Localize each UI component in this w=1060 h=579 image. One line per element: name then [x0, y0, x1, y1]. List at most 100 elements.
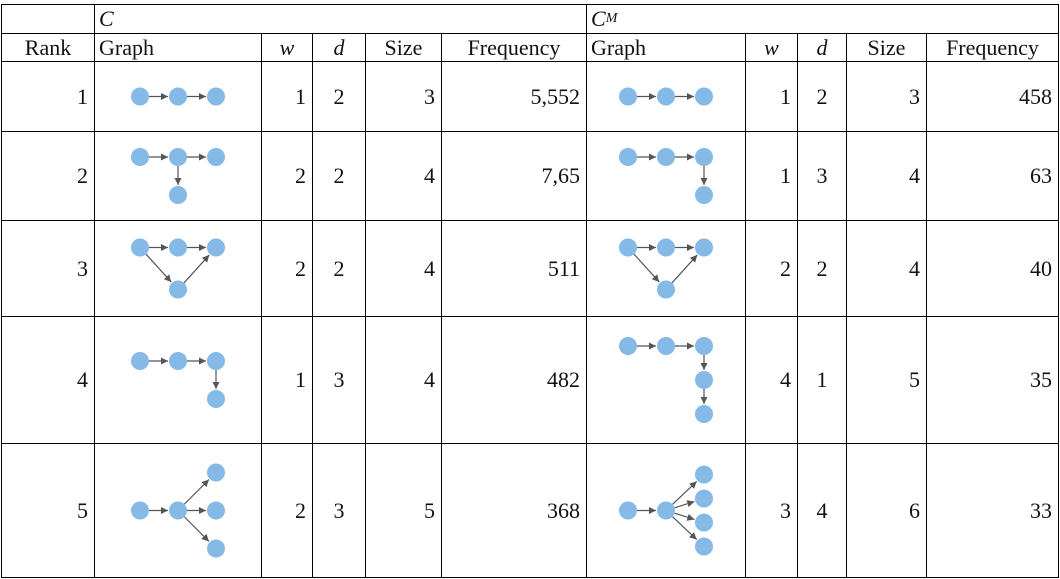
table-vrule: [745, 33, 746, 578]
graph-node: [619, 87, 637, 106]
row1-c-frequency: 5,552: [530, 83, 581, 109]
motif-graph: [619, 87, 713, 106]
header-c-size: Size: [384, 34, 423, 60]
row5-cm-d: 4: [816, 497, 828, 523]
graph-node: [695, 465, 713, 484]
graph-edge-arrow: [183, 254, 210, 284]
row1-cm-size: 3: [909, 83, 920, 109]
row3-cm-d: 2: [816, 255, 828, 281]
graph-node: [695, 238, 713, 257]
table-vrule: [94, 4, 95, 578]
row4-cm-graph-diagram: [587, 317, 745, 443]
row3-cm-frequency: 40: [1030, 255, 1052, 281]
row2-c-graph-diagram: [95, 132, 261, 220]
row3-rank: 3: [77, 255, 88, 281]
row3-cm-w: 2: [780, 255, 791, 281]
graph-node: [207, 352, 225, 370]
header-rank: Rank: [24, 34, 72, 60]
graph-node: [657, 148, 675, 166]
motif-graph: [131, 148, 225, 204]
row1-cm-frequency: 458: [1019, 83, 1052, 109]
graph-node: [131, 87, 149, 106]
motif-graph: [131, 463, 225, 558]
graph-node: [695, 537, 713, 556]
row2-rank: 2: [77, 163, 88, 188]
row4-c-d: 3: [333, 367, 345, 392]
graph-node: [207, 539, 225, 558]
table-vrule: [1058, 4, 1059, 578]
row2-c-frequency: 7,65: [541, 163, 581, 188]
graph-node: [169, 238, 187, 257]
row3-c-w: 2: [295, 255, 306, 281]
row5-c-d: 3: [333, 497, 345, 523]
group-header-c: C: [99, 6, 114, 31]
graph-node: [657, 337, 675, 355]
table-vrule: [586, 4, 587, 578]
table-vrule: [926, 33, 927, 578]
graph-node: [695, 186, 713, 204]
motif-graph: [619, 148, 713, 204]
row1-cm-graph-diagram: [587, 62, 745, 131]
table-vrule: [312, 33, 313, 578]
graph-edge-arrow: [145, 253, 172, 283]
table-vrule: [261, 33, 262, 578]
graph-node: [695, 87, 713, 106]
graph-node: [207, 148, 225, 166]
row4-c-frequency: 482: [547, 367, 580, 392]
graph-node: [695, 513, 713, 532]
graph-node: [169, 148, 187, 166]
motif-graph: [619, 238, 713, 299]
table-rule-row4: [1, 443, 1059, 444]
header-cm-d: d: [816, 34, 828, 60]
row4-c-graph-diagram: [95, 317, 261, 443]
table-rule-group: [1, 33, 1059, 34]
header-c-w: w: [279, 34, 295, 60]
row2-cm-frequency: 63: [1030, 163, 1052, 188]
row1-cm-w: 1: [780, 83, 791, 109]
row3-cm-size: 4: [909, 255, 920, 281]
row2-cm-w: 1: [780, 163, 791, 188]
row2-cm-size: 4: [909, 163, 920, 188]
row2-cm-graph-diagram: [587, 132, 745, 220]
row5-c-w: 2: [295, 497, 306, 523]
row5-cm-size: 6: [909, 497, 920, 523]
row4-c-size: 4: [424, 367, 435, 392]
motif-graph: [619, 465, 713, 556]
header-c-d: d: [333, 34, 345, 60]
row5-cm-w: 3: [780, 497, 791, 523]
graph-node: [131, 501, 149, 520]
table-rule-row3: [1, 316, 1059, 317]
graph-edge-arrow: [633, 253, 660, 283]
row5-cm-frequency: 33: [1030, 497, 1052, 523]
graph-edge-arrow: [183, 516, 210, 542]
graph-node: [131, 352, 149, 370]
graph-node: [169, 352, 187, 370]
graph-node: [169, 501, 187, 520]
row4-rank: 4: [77, 367, 88, 392]
row4-cm-frequency: 35: [1030, 367, 1052, 392]
graph-edge-arrow: [674, 512, 695, 521]
graph-edge-arrow: [183, 479, 210, 505]
row3-cm-graph-diagram: [587, 221, 745, 316]
table-vrule: [365, 33, 366, 578]
graph-node: [169, 87, 187, 106]
graph-node: [657, 238, 675, 257]
graph-node: [207, 501, 225, 520]
table-rule-bottom: [1, 577, 1059, 578]
row5-cm-graph-diagram: [587, 444, 745, 577]
table-vrule: [1, 4, 2, 578]
header-cm-frequency: Frequency: [946, 34, 1039, 60]
row1-c-d: 2: [333, 83, 345, 109]
row1-c-w: 1: [295, 83, 306, 109]
graph-node: [619, 148, 637, 166]
row5-c-size: 5: [424, 497, 435, 523]
graph-node: [695, 337, 713, 355]
motif-graph: [131, 352, 225, 408]
header-cm-w: w: [764, 34, 779, 60]
row5-rank: 5: [77, 497, 88, 523]
table-vrule: [846, 33, 847, 578]
graph-node: [207, 390, 225, 408]
graph-node: [695, 405, 713, 423]
